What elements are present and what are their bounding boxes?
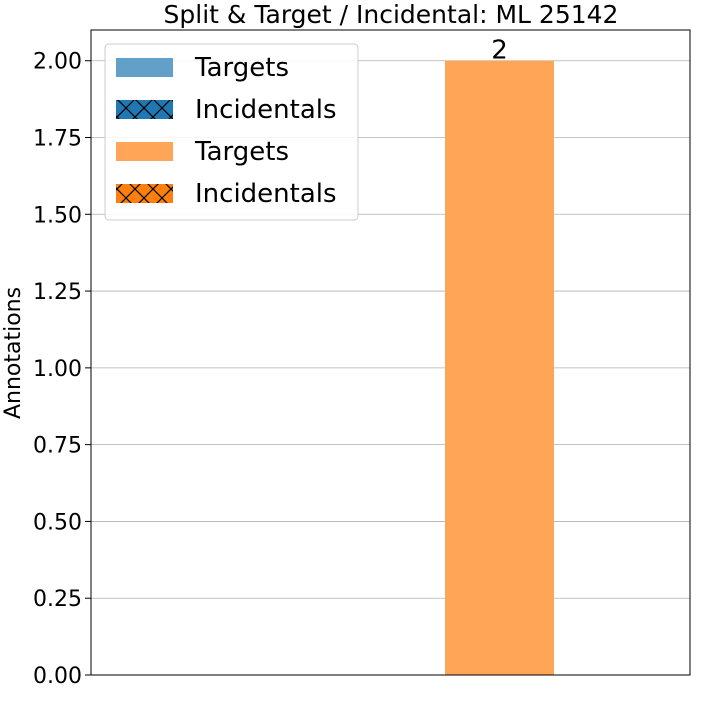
legend-swatch-hatch [116,184,173,203]
y-axis-label: Annotations [1,287,26,419]
y-tick-label: 0.25 [33,587,82,612]
legend-label: Targets [194,53,289,83]
y-tick-label: 2.00 [33,50,82,75]
legend-swatch-hatch [116,100,173,119]
legend-label: Targets [194,137,289,167]
data-label: 2 [491,36,508,66]
legend-label: Incidentals [195,179,337,209]
y-tick-label: 0.50 [33,510,82,535]
data-labels: 2 [491,36,508,66]
y-tick-label: 1.75 [33,127,82,152]
legend-swatch [116,142,173,161]
bars [445,60,554,675]
legend-swatch [116,58,173,77]
y-axis-ticks: 0.00 0.25 0.50 0.75 1.00 1.25 1.50 1.75 2.00 [33,50,91,689]
bar [445,60,554,675]
y-tick-label: 1.00 [33,357,82,382]
plot-frame [90,29,691,676]
chart-title: Split & Target / Incidental: ML 25142 [164,0,619,29]
legend: Targets Incidentals Targets Incidentals [104,43,359,221]
legend-label: Incidentals [195,95,337,125]
y-tick-label: 1.50 [33,203,82,228]
y-tick-label: 0.75 [33,434,82,459]
y-tick-label: 0.00 [33,664,82,689]
y-tick-label: 1.25 [33,280,82,305]
legend-box [104,43,359,221]
